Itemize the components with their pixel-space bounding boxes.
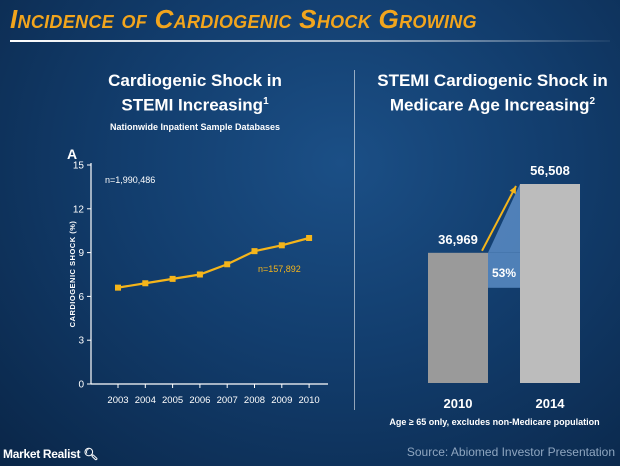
slide-title: Incidence of Cardiogenic Shock Growing: [10, 4, 477, 34]
bar-2014: [520, 184, 580, 383]
bar-category-label: 2014: [536, 396, 566, 411]
x-tick-label: 2006: [189, 395, 210, 406]
market-realist-logo: Market Realist 🔍︎: [3, 447, 98, 461]
panel-letter: A: [67, 146, 78, 162]
y-axis-label: CARDIOGENIC SHOCK (%): [68, 221, 77, 328]
left-heading-line2: STEMI Increasing: [121, 95, 264, 115]
y-tick-label: 9: [78, 248, 84, 259]
y-tick-label: 15: [73, 161, 85, 172]
left-heading-line1: Cardiogenic Shock in: [108, 71, 282, 90]
right-heading-line2: Medicare Age Increasing: [389, 95, 590, 115]
annotation-total-n: n=1,990,486: [105, 175, 155, 185]
right-panel-heading: STEMI Cardiogenic Shock in Medicare Age …: [370, 70, 615, 116]
x-tick-label: 2005: [162, 395, 183, 406]
y-tick-label: 12: [73, 204, 85, 215]
data-point: [196, 271, 203, 278]
panel-divider: [354, 70, 355, 410]
data-point: [142, 280, 149, 287]
data-point: [306, 235, 313, 241]
bar-value-label: 56,508: [530, 163, 570, 178]
x-tick-label: 2003: [107, 395, 128, 406]
x-tick-label: 2010: [299, 395, 320, 406]
data-point: [224, 261, 231, 268]
x-tick-label: 2007: [217, 395, 238, 406]
left-heading-footnote: 1: [263, 96, 269, 107]
data-point: [278, 242, 285, 249]
series-line: [117, 236, 310, 289]
source-note: Source: Abiomed Investor Presentation: [406, 445, 615, 459]
left-panel-heading: Cardiogenic Shock in STEMI Increasing1: [60, 70, 330, 116]
y-tick-label: 0: [78, 380, 84, 391]
left-panel-subheading: Nationwide Inpatient Sample Databases: [109, 122, 281, 132]
growth-wedge: [488, 184, 520, 253]
y-tick-label: 3: [78, 336, 84, 347]
logo-text: Market Realist: [3, 447, 81, 461]
growth-arrow-line: [481, 185, 517, 252]
bar-category-label: 2010: [444, 396, 473, 411]
growth-band: [488, 252, 520, 288]
growth-arrow-head: [509, 186, 516, 194]
x-tick-label: 2004: [135, 395, 156, 406]
right-panel-footnote: Age ≥ 65 only, excludes non-Medicare pop…: [389, 417, 600, 427]
right-heading-footnote: 2: [589, 96, 596, 107]
y-tick-label: 6: [78, 292, 84, 303]
data-point: [169, 275, 176, 282]
data-point: [251, 248, 258, 255]
magnifier-icon: 🔍︎: [83, 447, 99, 461]
bar-value-label: 36,969: [438, 232, 478, 247]
title-rule: [10, 40, 610, 42]
annotation-stemi-n: n=157,892: [258, 264, 301, 274]
bar-2010: [428, 252, 488, 383]
x-tick-label: 2009: [271, 395, 292, 406]
right-heading-line1: STEMI Cardiogenic Shock in: [377, 71, 608, 90]
growth-label: 53%: [492, 266, 516, 280]
data-point: [115, 284, 121, 291]
x-tick-label: 2008: [244, 395, 265, 406]
